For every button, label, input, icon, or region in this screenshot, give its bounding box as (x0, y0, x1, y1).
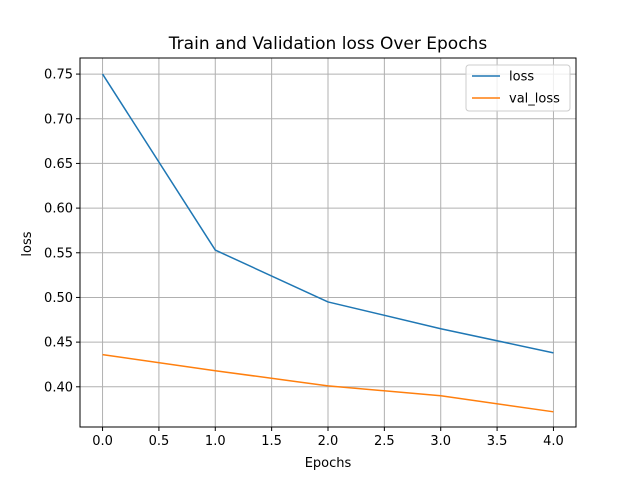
legend: loss val_loss (465, 64, 571, 112)
x-tick-label: 0.5 (149, 434, 170, 449)
series-line-val-loss (102, 353, 554, 413)
y-tick-label: 0.65 (44, 157, 73, 172)
grid (80, 58, 576, 427)
y-axis-label: loss (20, 231, 35, 256)
x-tick-label: 1.0 (205, 434, 226, 449)
x-tick-label: 2.5 (374, 434, 395, 449)
x-tick-label: 3.5 (487, 434, 508, 449)
legend-label-loss: loss (509, 70, 534, 85)
x-tick-label: 4.0 (543, 434, 564, 449)
y-tick-label: 0.60 (44, 202, 73, 217)
y-tick-label: 0.75 (44, 68, 73, 83)
x-tick-label: 2.0 (318, 434, 339, 449)
legend-label-val-loss: val_loss (509, 92, 560, 107)
ticks: 0.0 0.5 1.0 1.5 2.0 2.5 3.0 3.5 4.0 0.40 0.45 0.50 0… (44, 68, 564, 449)
series-line-loss (101, 73, 554, 354)
y-tick-label: 0.40 (44, 380, 73, 395)
x-tick-label: 0.0 (92, 434, 113, 449)
y-tick-label: 0.55 (44, 246, 73, 261)
x-tick-label: 3.0 (430, 434, 451, 449)
y-tick-label: 0.70 (44, 112, 73, 127)
x-tick-label: 1.5 (261, 434, 282, 449)
series-lines (101, 73, 554, 413)
chart-title: Train and Validation loss Over Epochs (168, 34, 488, 54)
y-tick-label: 0.50 (44, 291, 73, 306)
x-axis-label: Epochs (305, 456, 352, 471)
y-tick-label: 0.45 (44, 336, 73, 351)
